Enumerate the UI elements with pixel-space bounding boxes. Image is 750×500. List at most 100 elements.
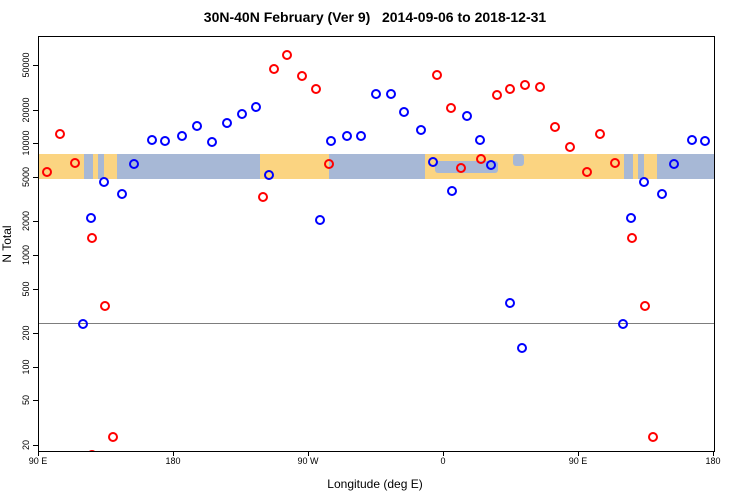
map-band-land-segment	[643, 153, 657, 180]
map-band-ocean-patch-mediterranean	[435, 160, 498, 173]
data-point-land	[431, 69, 442, 80]
data-point-land	[475, 153, 486, 164]
data-point-land	[456, 162, 467, 173]
data-point-land	[627, 233, 638, 244]
data-point-land	[550, 122, 560, 132]
y-tick	[33, 109, 38, 111]
data-point-ocean	[250, 102, 261, 113]
x-tick	[38, 451, 39, 456]
y-tick-label: 2000	[21, 211, 31, 232]
data-point-ocean	[505, 298, 515, 309]
data-point-ocean	[146, 134, 157, 145]
data-point-ocean	[427, 157, 438, 168]
data-point-ocean	[657, 188, 668, 199]
data-point-land	[491, 90, 502, 101]
data-point-ocean	[415, 124, 426, 135]
y-tick-label: 50000	[21, 52, 31, 78]
data-point-ocean	[192, 121, 203, 132]
data-point-ocean	[341, 131, 352, 142]
data-point-ocean	[485, 160, 496, 171]
data-point-ocean	[475, 135, 485, 146]
y-tick-label: 20000	[21, 97, 31, 123]
y-tick	[33, 221, 38, 223]
data-point-land	[268, 64, 279, 75]
data-point-ocean	[177, 130, 188, 141]
data-point-ocean	[78, 319, 89, 330]
data-point-ocean	[385, 89, 396, 100]
x-axis-title: Longitude (deg E)	[327, 477, 423, 491]
y-tick	[33, 65, 38, 67]
x-tick	[713, 451, 714, 456]
map-band-land-segment	[103, 153, 117, 180]
data-point-land	[87, 233, 98, 244]
chart-title: 30N-40N February (Ver 9) 2014-09-06 to 2…	[203, 9, 547, 25]
y-tick-label: 200	[21, 325, 31, 341]
y-tick-label: 20	[21, 439, 31, 450]
data-point-land	[610, 158, 620, 169]
data-point-ocean	[446, 186, 457, 197]
data-point-ocean	[160, 136, 170, 147]
data-point-land	[281, 50, 292, 61]
data-point-ocean	[221, 117, 232, 128]
y-axis-title: N Total	[0, 225, 14, 263]
x-tick-label: 90 W	[297, 456, 319, 466]
data-point-land	[582, 167, 593, 178]
y-tick	[33, 366, 38, 368]
data-point-land	[535, 82, 545, 93]
data-point-ocean	[370, 89, 381, 100]
data-point-ocean	[117, 188, 128, 199]
data-point-ocean	[85, 212, 96, 223]
y-tick	[33, 444, 38, 446]
x-tick-label: 0	[440, 456, 446, 466]
data-point-ocean	[618, 319, 629, 330]
data-point-ocean	[517, 343, 527, 354]
x-tick	[443, 451, 444, 456]
data-point-ocean	[398, 106, 409, 117]
map-band-land-segment	[633, 153, 638, 180]
data-point-land	[505, 84, 515, 95]
land-series-circle-icon	[87, 449, 97, 451]
y-tick	[33, 333, 38, 335]
data-point-ocean	[314, 214, 325, 225]
y-tick	[33, 255, 38, 257]
data-point-land	[55, 128, 65, 139]
data-point-ocean	[625, 212, 636, 223]
data-point-ocean	[355, 131, 366, 142]
data-point-ocean	[263, 170, 274, 181]
x-tick-label: 180	[705, 456, 721, 466]
data-point-land	[565, 141, 575, 152]
x-tick	[578, 451, 579, 456]
data-point-land	[520, 79, 530, 90]
y-tick	[33, 288, 38, 290]
data-point-ocean	[668, 158, 679, 169]
data-point-land	[445, 103, 456, 114]
data-point-ocean	[325, 136, 336, 147]
data-point-ocean	[206, 136, 217, 147]
y-tick	[33, 400, 38, 402]
x-tick-label: 90 E	[28, 456, 48, 466]
x-tick-label: 180	[165, 456, 181, 466]
y-tick	[33, 143, 38, 145]
data-point-ocean	[461, 111, 472, 122]
x-tick	[173, 451, 174, 456]
x-tick-label: 90 E	[568, 456, 588, 466]
data-point-land	[323, 158, 334, 169]
map-band-ocean-patch-caspian	[513, 153, 524, 167]
map-band-land-segment	[93, 153, 98, 180]
data-point-ocean	[639, 177, 650, 188]
data-point-land	[640, 300, 650, 311]
data-point-land	[108, 432, 119, 443]
data-point-ocean	[700, 136, 710, 147]
data-point-land	[595, 128, 605, 139]
x-tick	[308, 451, 309, 456]
data-point-ocean	[237, 109, 248, 120]
plot-area: Land (Nadir&Glint) Ocean (Glint)	[38, 36, 715, 452]
data-point-land	[648, 432, 659, 443]
data-point-ocean	[99, 177, 110, 188]
data-point-ocean	[128, 158, 139, 169]
data-point-land	[42, 167, 53, 178]
y-tick	[33, 176, 38, 178]
data-point-ocean	[686, 134, 697, 145]
data-point-land	[100, 300, 110, 311]
